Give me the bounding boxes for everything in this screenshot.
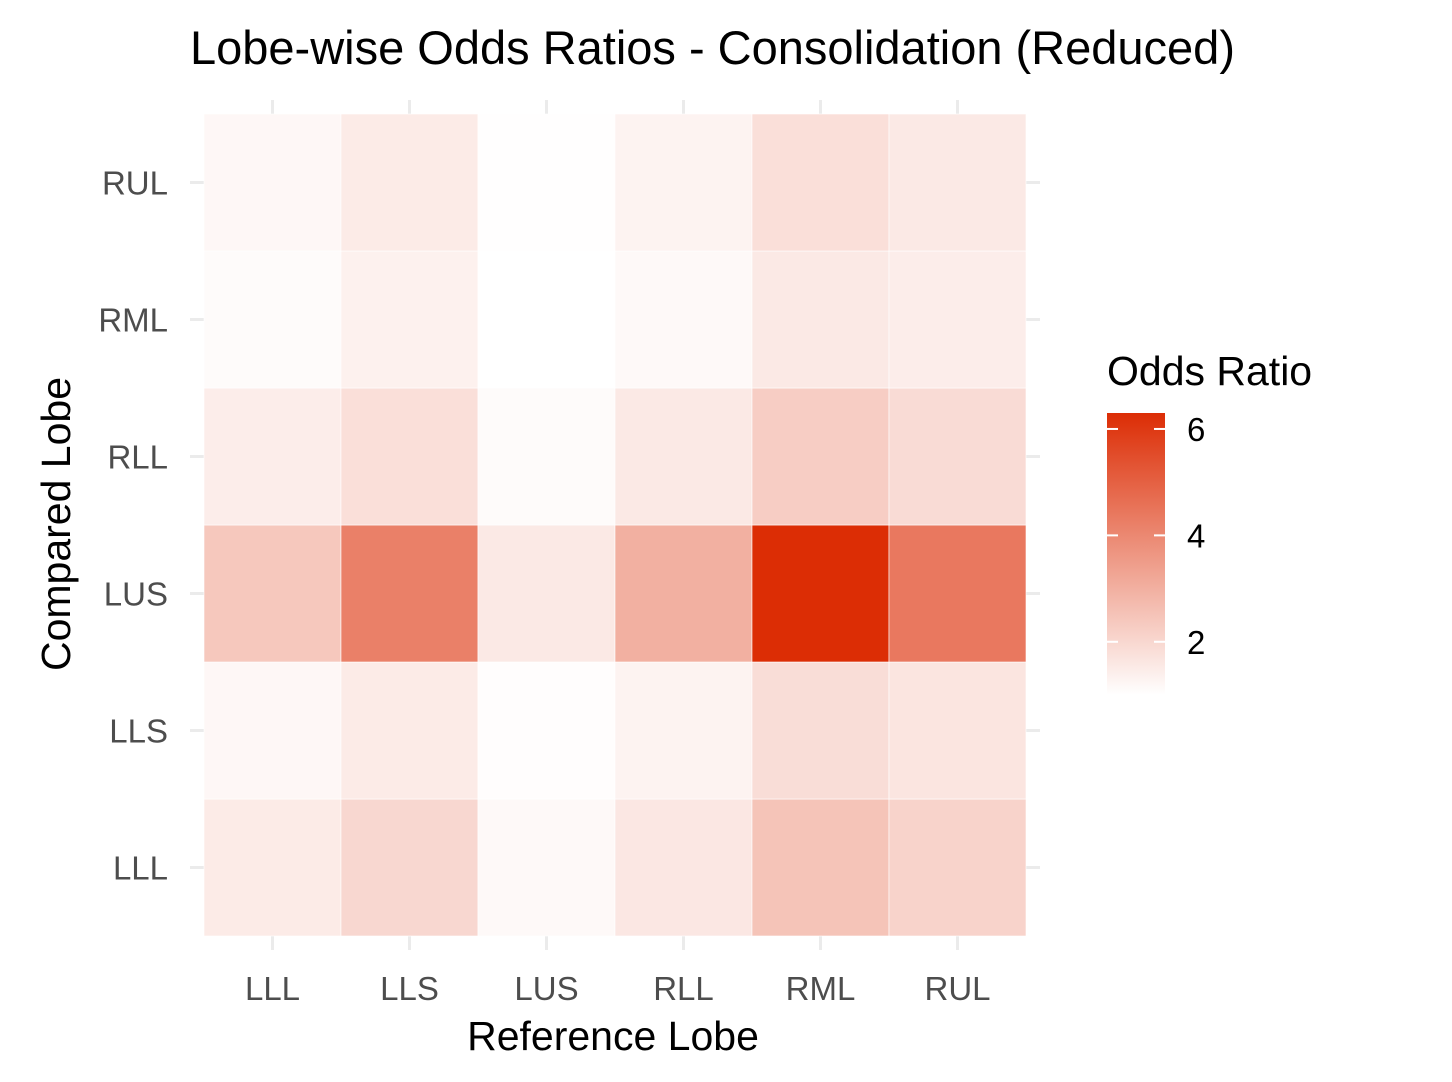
heatmap-cell-rml-rml [751,250,890,389]
heatmap-cell-lus-rml [751,524,890,663]
heatmap-cell-rll-lus [477,387,616,526]
heatmap-cell-lls-rml [751,661,890,800]
heatmap-cell-rul-rml [751,113,890,252]
color-legend: Odds Ratio 2 4 6 [1107,348,1312,695]
heatmap-cell-rml-rll [614,250,753,389]
x-tick-label-lls: LLS [380,970,439,1007]
x-tick-label-lus: LUS [514,970,578,1007]
heatmap-cell-rul-lls [340,113,479,252]
heatmap-cell-lus-lls [340,524,479,663]
y-tick-label-lls: LLS [109,713,168,750]
x-tick-label-rll: RLL [653,970,714,1007]
heatmap-cell-lll-lls [340,798,479,937]
heatmap-cell-lls-lus [477,661,616,800]
heatmap-cell-rul-rul [888,113,1027,252]
heatmap-cell-lll-rll [614,798,753,937]
x-tick-label-rml: RML [786,970,856,1007]
legend-tick-label-4: 4 [1187,517,1205,554]
heatmap-cell-rll-lls [340,387,479,526]
chart-title: Lobe-wise Odds Ratios - Consolidation (R… [190,21,1235,74]
y-tick-label-rll: RLL [107,439,168,476]
y-tick-label-lll: LLL [113,850,168,887]
heatmap-cell-lls-lll [203,661,342,800]
x-tick-label-rul: RUL [924,970,990,1007]
heatmap-cells [203,113,1027,937]
heatmap-cell-lls-lls [340,661,479,800]
heatmap-cell-lll-lus [477,798,616,937]
legend-color-bar [1107,413,1165,695]
legend-tick-label-6: 6 [1187,411,1205,448]
heatmap-cell-rml-lls [340,250,479,389]
heatmap-cell-rml-rul [888,250,1027,389]
legend-ticks: 2 4 6 [1107,411,1205,661]
x-axis-ticks: LLL LLS LUS RLL RML RUL [245,970,991,1007]
heatmap-cell-rll-lll [203,387,342,526]
legend-tick-label-2: 2 [1187,624,1205,661]
y-axis-ticks: LLL LLS LUS RLL RML RUL [98,165,168,887]
heatmap-cell-rll-rul [888,387,1027,526]
heatmap-cell-lus-rll [614,524,753,663]
heatmap-cell-rll-rll [614,387,753,526]
y-tick-label-rml: RML [98,302,168,339]
heatmap-cell-lll-rml [751,798,890,937]
heatmap-cell-lus-lll [203,524,342,663]
y-tick-label-rul: RUL [102,165,168,202]
x-axis-title: Reference Lobe [467,1013,759,1059]
x-tick-label-lll: LLL [245,970,300,1007]
y-axis-title: Compared Lobe [33,377,79,671]
heatmap-cell-rul-lus [477,113,616,252]
heatmap-cell-lls-rul [888,661,1027,800]
heatmap-cell-rll-rml [751,387,890,526]
heatmap-cell-lll-lll [203,798,342,937]
heatmap-cell-rml-lus [477,250,616,389]
heatmap-cell-lll-rul [888,798,1027,937]
heatmap-cell-rml-lll [203,250,342,389]
heatmap-cell-lls-rll [614,661,753,800]
heatmap-cell-rul-lll [203,113,342,252]
legend-title: Odds Ratio [1107,348,1312,394]
heatmap-cell-lus-rul [888,524,1027,663]
heatmap-cell-rul-rll [614,113,753,252]
y-tick-label-lus: LUS [104,576,168,613]
heatmap-cell-lus-lus [477,524,616,663]
